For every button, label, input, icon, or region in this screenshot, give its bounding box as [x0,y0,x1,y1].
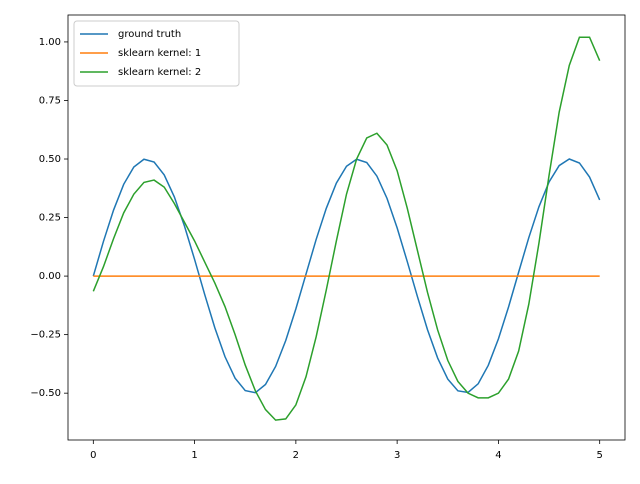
y-tick-label: 0.25 [39,213,61,224]
x-tick-label: 3 [394,450,400,461]
x-tick-label: 0 [90,450,96,461]
series-line [92,158,601,394]
y-tick-label: 1.00 [39,37,61,48]
x-tick-label: 1 [191,450,197,461]
y-tick-label: −0.25 [30,330,61,341]
y-tick-label: 0.00 [39,271,61,282]
y-tick-label: −0.50 [30,388,61,399]
legend-box [73,20,240,87]
y-tick-label: 0.75 [39,95,61,106]
legend-label: sklearn kernel: 2 [118,67,201,78]
y-tick-label: 0.50 [39,154,61,165]
plot-frame [67,14,626,441]
x-tick-label: 4 [495,450,501,461]
series-line [92,36,601,421]
legend-label: ground truth [118,29,181,40]
legend-label: sklearn kernel: 1 [118,48,201,59]
x-tick-label: 2 [293,450,299,461]
x-tick-label: 5 [596,450,602,461]
